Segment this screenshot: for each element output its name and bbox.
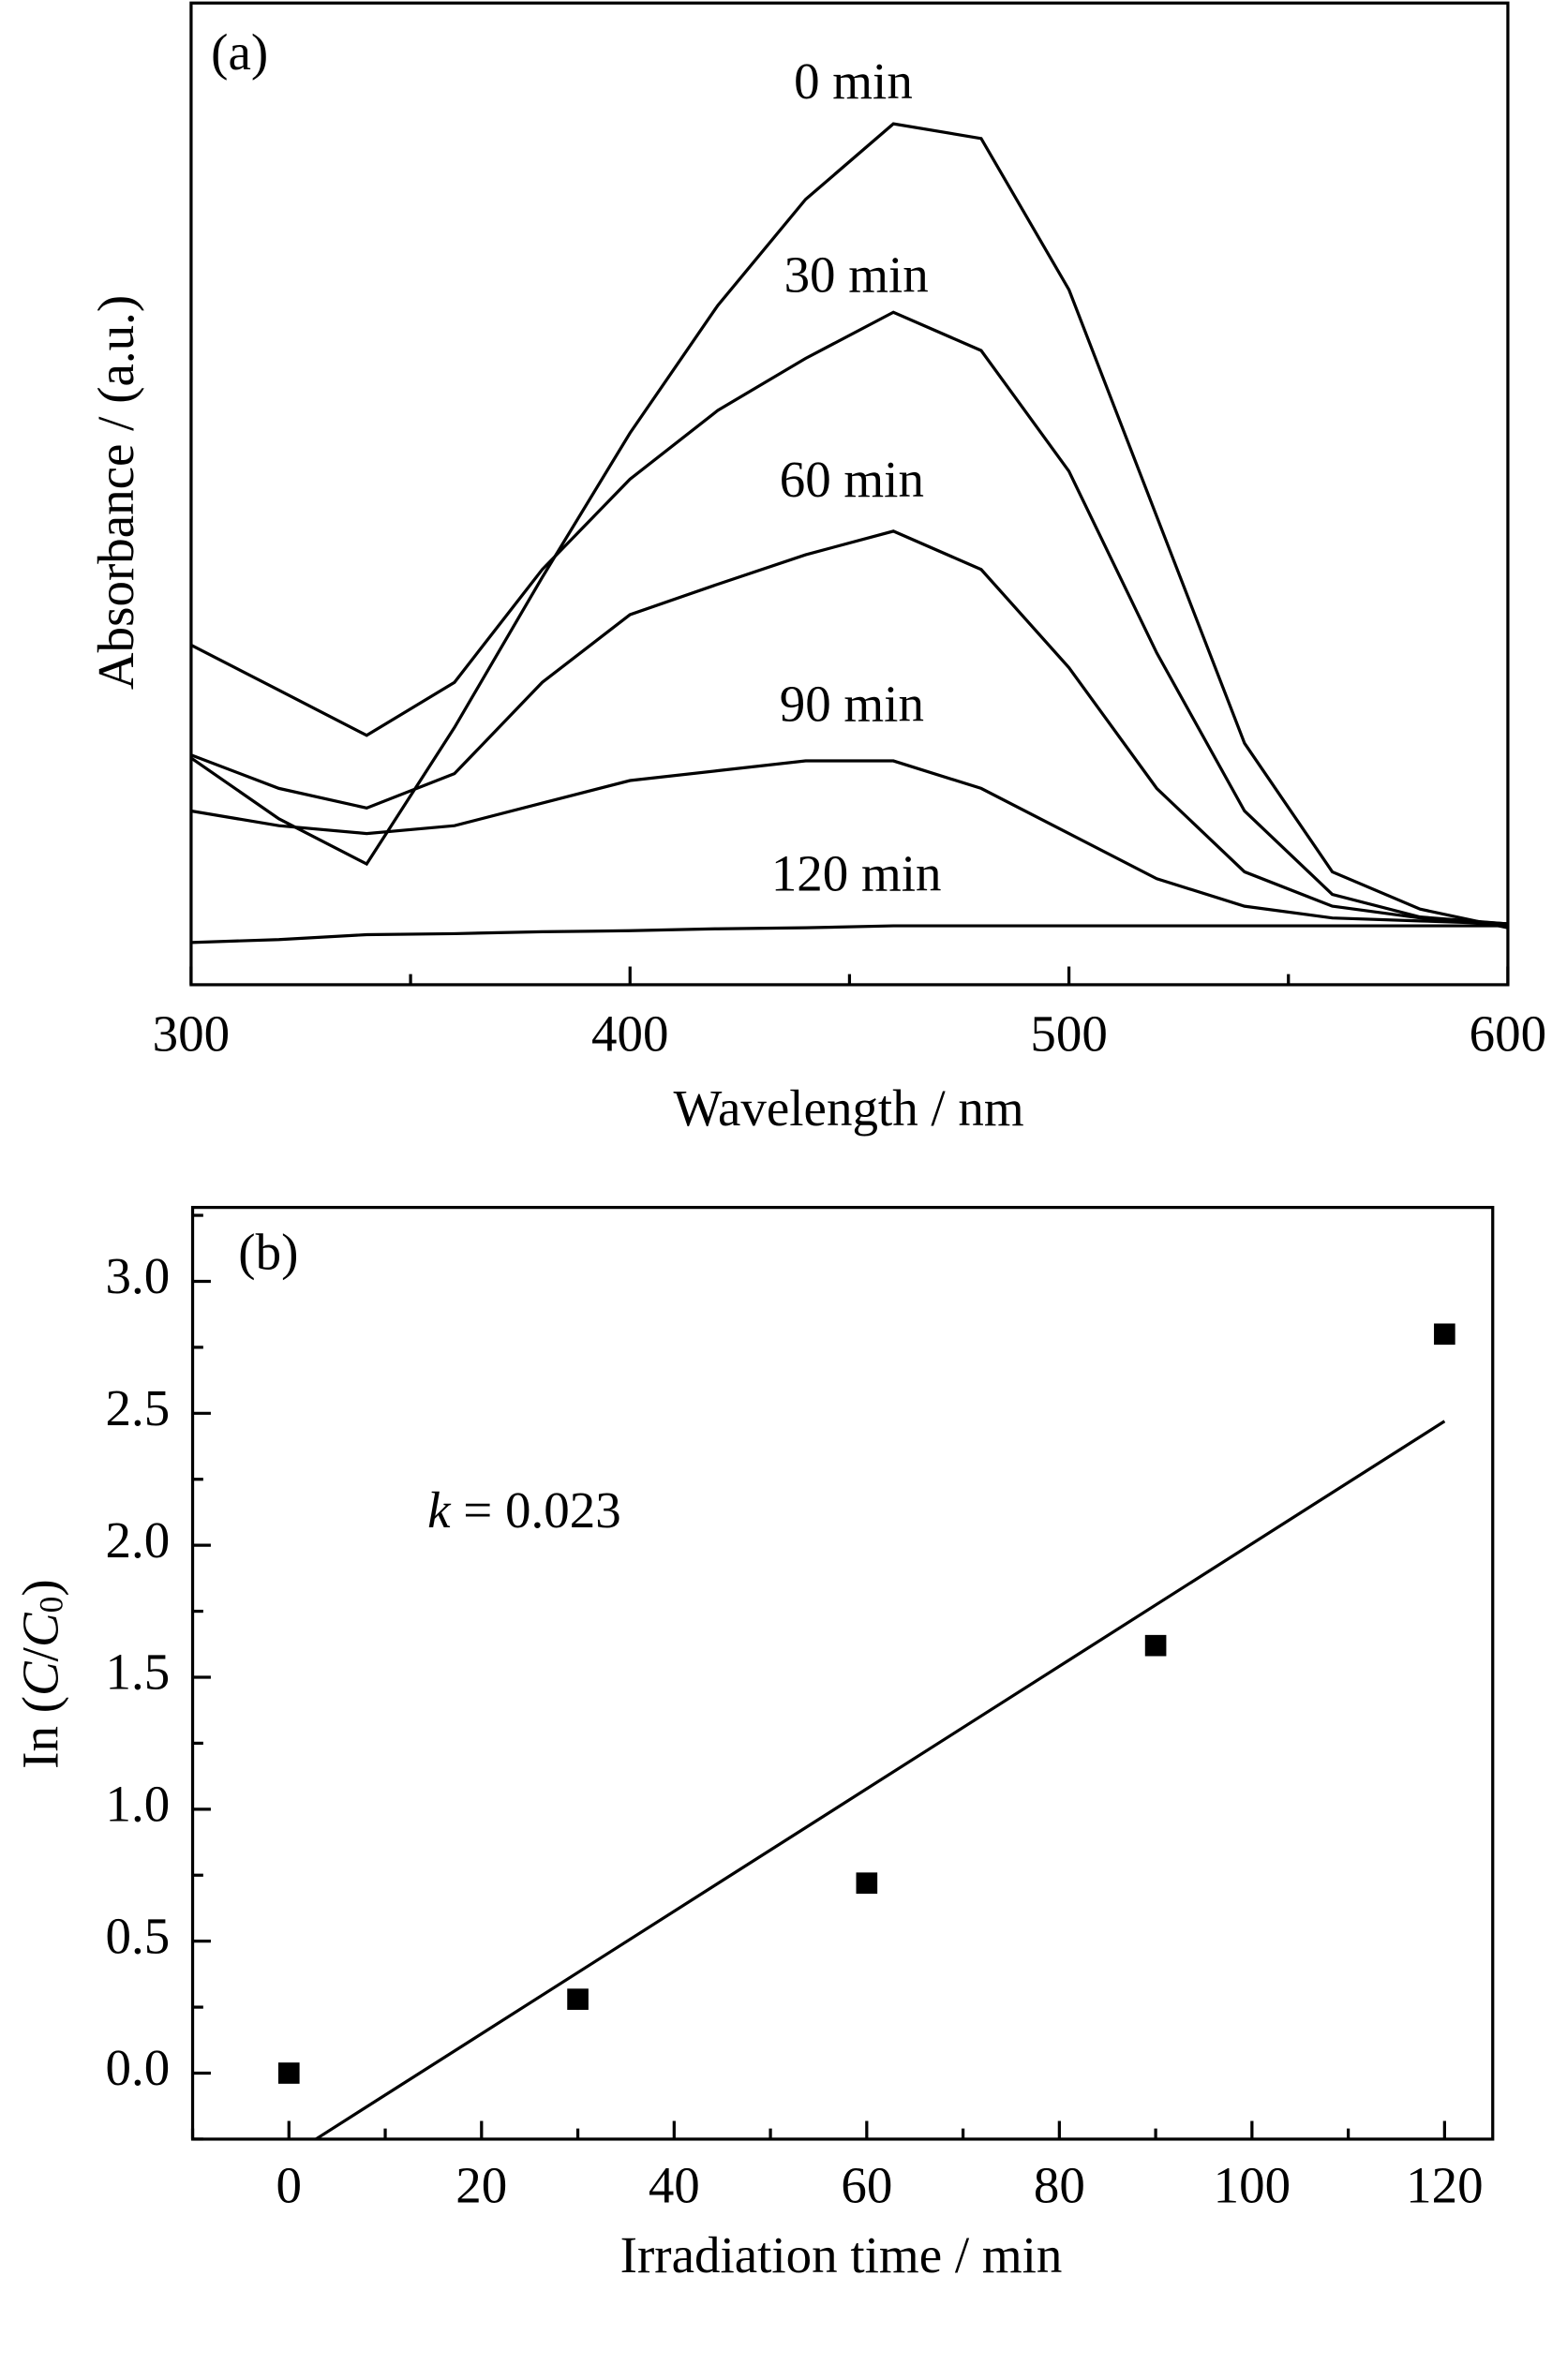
y-axis-label: Absorbance / (a.u.) [87,295,144,690]
x-tick-label: 60 [841,2157,892,2214]
data-point [856,1872,878,1895]
spectrum-line [190,759,1508,926]
y-tick-label: 3.0 [106,1247,171,1304]
x-tick-label: 40 [649,2157,700,2214]
y-tick-label: 1.0 [106,1775,171,1832]
x-tick-label: 600 [1470,1005,1546,1063]
y-tick-label: 2.0 [106,1511,171,1569]
curve-label: 0 min [794,52,913,110]
curve-label: 120 min [771,844,942,901]
x-tick-label: 400 [591,1005,668,1063]
x-axis-label: Irradiation time / min [620,2226,1063,2283]
panel-label: (b) [238,1224,298,1281]
spectrum-line [189,122,1509,930]
x-tick-label: 120 [1406,2157,1483,2214]
spectrum-line [190,310,1509,926]
x-axis-label: Wavelength / nm [674,1079,1024,1137]
curve-label: 60 min [780,451,924,508]
curve-label: 30 min [784,246,929,304]
y-tick-label: 0.5 [106,1907,171,1964]
x-tick-label: 100 [1214,2157,1291,2214]
y-tick-label: 0.0 [106,2039,171,2096]
data-point [1434,1323,1455,1346]
annotation: k = 0.023 [427,1480,621,1538]
x-tick-label: 500 [1030,1005,1107,1063]
x-tick-label: 300 [153,1005,230,1063]
panel-label: (a) [211,23,268,81]
y-tick-label: 2.5 [106,1379,171,1436]
x-tick-label: 80 [1034,2157,1085,2214]
plot-frame [190,1205,1495,2141]
fit-line [315,1420,1446,2141]
data-point [277,2062,300,2084]
y-tick-label: 1.5 [106,1644,171,1701]
x-tick-label: 20 [455,2157,507,2214]
spectrum-line [190,529,1509,926]
data-point [567,1988,589,2010]
spectrum-line [190,924,1508,945]
curve-label: 90 min [780,675,924,732]
data-point [1144,1634,1167,1657]
x-tick-label: 0 [276,2157,302,2214]
y-axis-label: In (C/C0) [11,1579,69,1769]
